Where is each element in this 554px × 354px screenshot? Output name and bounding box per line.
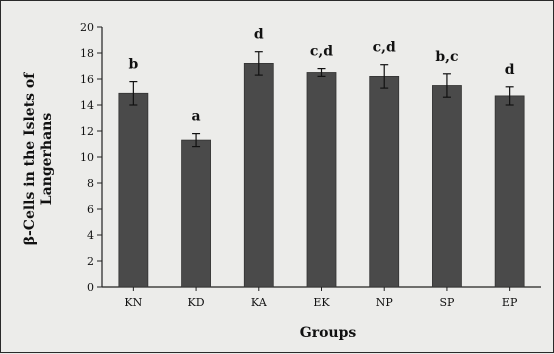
y-tick-label-8: 16 <box>80 73 94 86</box>
plot-area: 0 2 4 6 8 10 12 14 16 18 20 b KN a KD d KA c,d EK c,d NP b,c S… <box>80 21 541 309</box>
y-axis-title: β-Cells in the Islets of Langerhans <box>22 72 55 246</box>
significance-label-KN: b <box>128 57 138 73</box>
y-tick-label-6: 12 <box>80 125 94 138</box>
bar-KN <box>118 92 149 288</box>
significance-label-EP: d <box>505 62 515 78</box>
significance-label-KD: a <box>192 109 201 125</box>
x-tick-label-EK: EK <box>313 296 330 309</box>
y-tick-label-9: 18 <box>80 47 94 60</box>
x-tick-label-NP: NP <box>376 296 394 309</box>
significance-label-EK: c,d <box>310 44 333 60</box>
y-tick-label-0: 0 <box>87 281 94 294</box>
y-tick-label-1: 2 <box>87 255 94 268</box>
x-axis-title: Groups <box>300 325 357 341</box>
y-tick-label-10: 20 <box>80 21 94 34</box>
x-tick-label-KN: KN <box>124 296 142 309</box>
y-tick-label-5: 10 <box>80 151 94 164</box>
bar-KA <box>243 63 274 288</box>
y-axis-title-line-2: Langerhans <box>39 113 55 206</box>
bar-KD <box>181 139 211 288</box>
x-tick-label-SP: SP <box>439 296 455 309</box>
x-tick-label-KA: KA <box>251 296 268 309</box>
significance-label-NP: c,d <box>373 40 396 56</box>
significance-label-KA: d <box>254 27 264 43</box>
x-tick-label-KD: KD <box>188 296 205 309</box>
y-tick-label-2: 4 <box>87 229 94 242</box>
bar-NP <box>369 76 400 288</box>
x-tick-label-EP: EP <box>502 296 518 309</box>
y-tick-label-7: 14 <box>80 99 94 112</box>
bar-SP <box>432 85 462 288</box>
bar-EP <box>494 95 525 288</box>
bar-EK <box>306 72 337 288</box>
significance-label-SP: b,c <box>435 49 458 65</box>
y-axis-title-line-1: β-Cells in the Islets of <box>22 72 38 246</box>
y-tick-label-3: 6 <box>87 203 94 216</box>
y-tick-label-4: 8 <box>87 177 94 190</box>
